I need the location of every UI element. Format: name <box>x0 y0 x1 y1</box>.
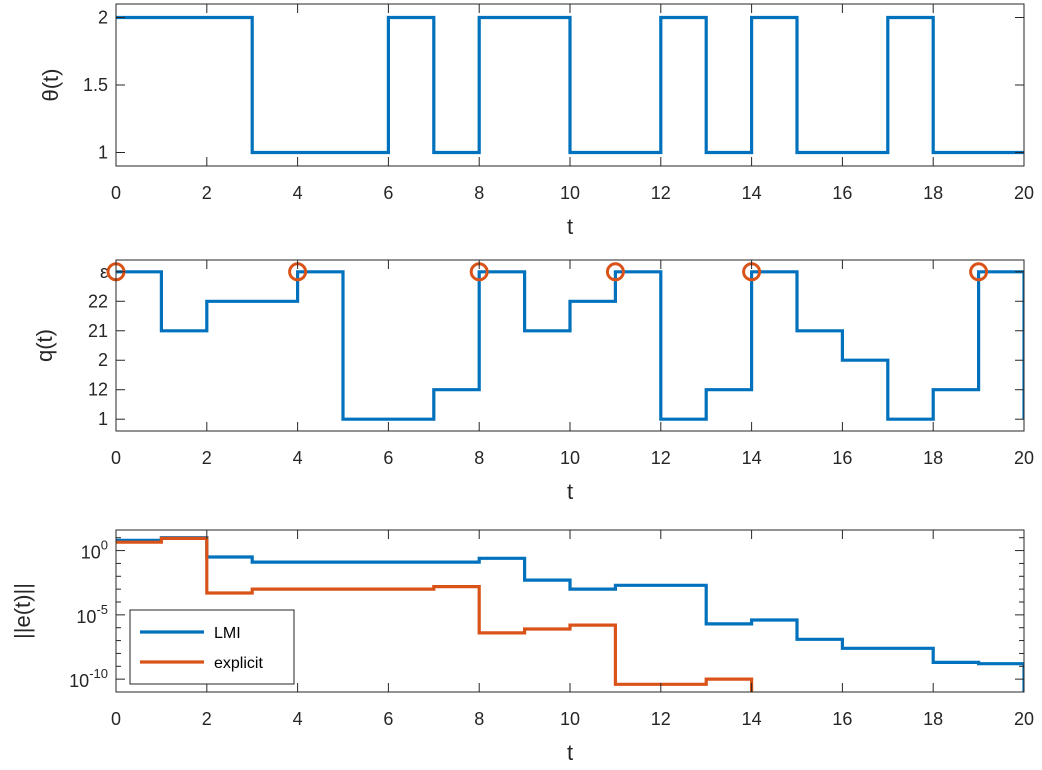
x-tick-label: 8 <box>474 183 484 203</box>
legend-box <box>129 609 295 685</box>
y-tick-label: 2 <box>98 8 108 28</box>
x-tick-label: 20 <box>1014 183 1034 203</box>
series-line-series-0 <box>116 270 1024 421</box>
x-axis-label: t <box>567 214 573 239</box>
x-tick-label: 12 <box>651 183 671 203</box>
x-tick-label: 2 <box>202 448 212 468</box>
x-tick-label: 12 <box>651 709 671 729</box>
y-axis-label: q(t) <box>32 329 57 362</box>
y-axis-label: θ(t) <box>38 69 63 102</box>
x-axis-label: t <box>567 740 573 765</box>
x-tick-label: 2 <box>202 709 212 729</box>
y-tick-label: 21 <box>88 321 108 341</box>
y-tick-label: 1 <box>98 409 108 429</box>
x-tick-label: 18 <box>923 709 943 729</box>
x-tick-label: 2 <box>202 183 212 203</box>
x-tick-label: 4 <box>293 183 303 203</box>
legend-label-lmi: LMI <box>214 625 241 642</box>
x-tick-label: 14 <box>742 183 762 203</box>
y-tick-label: 2 <box>98 350 108 370</box>
y-tick-label: ε <box>100 262 108 282</box>
x-tick-label: 8 <box>474 448 484 468</box>
x-tick-label: 6 <box>383 183 393 203</box>
x-tick-label: 12 <box>651 448 671 468</box>
subplot-theta: 0 2 4 6 8 10 12 14 16 18 20 1 1.5 2 t θ(t) <box>38 3 1034 239</box>
x-tick-label: 10 <box>560 183 580 203</box>
y-tick-label: 100 <box>81 538 108 563</box>
data-layer <box>116 270 1024 421</box>
subplot-error-norm: 0 2 4 6 8 10 12 14 16 18 20 100 10-5 10-10 t ||e(t)|| LM… <box>10 529 1034 765</box>
x-tick-label: 16 <box>832 448 852 468</box>
x-tick-label: 20 <box>1014 709 1034 729</box>
x-tick-label: 18 <box>923 448 943 468</box>
marker-point <box>605 262 625 282</box>
data-layer <box>116 536 1024 692</box>
x-tick-label: 4 <box>293 709 303 729</box>
y-tick-label: 1.5 <box>83 75 108 95</box>
y-axis-label: ||e(t)|| <box>10 583 35 639</box>
series-line-lmi <box>116 536 1024 692</box>
plot-area <box>116 260 1024 431</box>
x-tick-label: 4 <box>293 448 303 468</box>
y-tick-label: 1 <box>98 143 108 163</box>
x-tick-label: 20 <box>1014 448 1034 468</box>
x-tick-label: 14 <box>742 709 762 729</box>
y-tick-label: 12 <box>88 380 108 400</box>
x-tick-label: 0 <box>111 709 121 729</box>
series-line-explicit <box>116 536 754 692</box>
y-tick-label: 10-10 <box>69 666 108 691</box>
x-tick-label: 18 <box>923 183 943 203</box>
marker-point <box>969 262 989 282</box>
legend-label-explicit: explicit <box>214 655 263 672</box>
legend: LMI explicit <box>129 609 295 685</box>
x-tick-label: 8 <box>474 709 484 729</box>
x-tick-label: 16 <box>832 709 852 729</box>
subplot-q: 0 2 4 6 8 10 12 14 16 18 20 1 12 2 21 22 ε t q(t) <box>32 259 1034 504</box>
x-tick-label: 10 <box>560 709 580 729</box>
x-tick-label: 14 <box>742 448 762 468</box>
series-line-series-0 <box>116 15 1024 155</box>
y-tick-label: 10-5 <box>76 602 108 627</box>
x-tick-label: 10 <box>560 448 580 468</box>
x-tick-label: 6 <box>383 709 393 729</box>
x-tick-label: 0 <box>111 448 121 468</box>
x-axis-label: t <box>567 479 573 504</box>
x-tick-label: 6 <box>383 448 393 468</box>
x-tick-label: 0 <box>111 183 121 203</box>
x-tick-label: 16 <box>832 183 852 203</box>
y-tick-label: 22 <box>88 291 108 311</box>
data-layer <box>116 15 1024 155</box>
